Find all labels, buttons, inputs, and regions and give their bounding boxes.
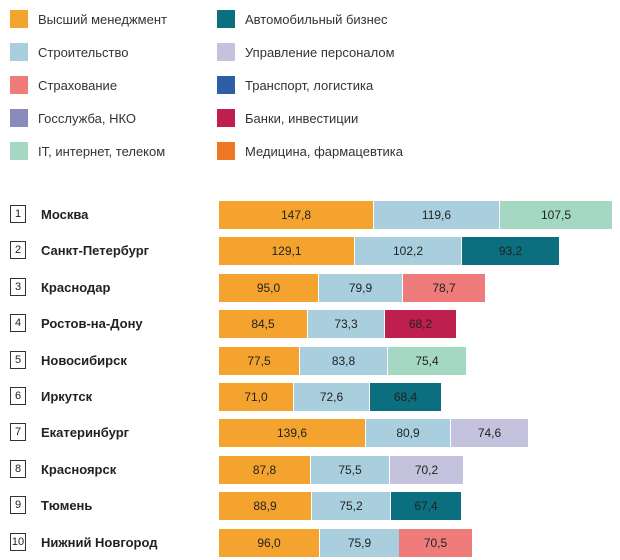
bar-row: 10 Нижний Новгород 96,0 75,9 70,5: [0, 529, 620, 557]
city-label: Ростов-на-Дону: [41, 316, 143, 331]
legend-label: Банки, инвестиции: [245, 110, 359, 126]
bar-segment: 68,2: [385, 310, 457, 338]
bar-segment: 79,9: [319, 274, 403, 302]
bar-row: 6 Иркутск 71,0 72,6 68,4: [0, 383, 620, 411]
rank-badge: 1: [10, 205, 26, 223]
legend: Высший менеджмент Строительство Страховани…: [0, 0, 620, 170]
bar-segment: 70,5: [399, 529, 473, 557]
rank-badge: 7: [10, 423, 26, 441]
bar-row: 1 Москва 147,8 119,6 107,5: [0, 201, 620, 229]
legend-swatch: [10, 76, 28, 94]
rank-badge: 8: [10, 460, 26, 478]
legend-label: Управление персоналом: [245, 44, 395, 60]
legend-label: Медицина, фармацевтика: [245, 143, 403, 159]
bar-row: 9 Тюмень 88,9 75,2 67,4: [0, 492, 620, 520]
city-label: Нижний Новгород: [41, 535, 158, 550]
rank-badge: 10: [10, 533, 26, 551]
bar-segment: 78,7: [403, 274, 486, 302]
bar-segment: 80,9: [366, 419, 451, 447]
bar-segment: 93,2: [462, 237, 560, 265]
city-label: Иркутск: [41, 389, 93, 404]
legend-label: Транспорт, логистика: [245, 77, 374, 93]
bar-segment: 67,4: [391, 492, 462, 520]
legend-swatch: [217, 10, 235, 28]
bar-segment: 119,6: [374, 201, 500, 229]
bar-segment: 68,4: [370, 383, 442, 411]
bar-segment: 72,6: [294, 383, 370, 411]
bar-row: 3 Краснодар 95,0 79,9 78,7: [0, 274, 620, 302]
legend-label: Госслужба, НКО: [38, 110, 137, 126]
city-label: Новосибирск: [41, 353, 127, 368]
rank-badge: 4: [10, 314, 26, 332]
city-label: Екатеринбург: [41, 425, 130, 440]
bar-segment: 75,5: [311, 456, 390, 484]
bar-row: 4 Ростов-на-Дону 84,5 73,3 68,2: [0, 310, 620, 338]
bar-segment: 147,8: [219, 201, 374, 229]
bar-segment: 70,2: [390, 456, 464, 484]
legend-swatch: [217, 142, 235, 160]
legend-label: Автомобильный бизнес: [245, 11, 388, 27]
bar-segment: 75,2: [312, 492, 391, 520]
city-label: Санкт-Петербург: [41, 243, 150, 258]
legend-swatch: [217, 43, 235, 61]
legend-swatch: [10, 109, 28, 127]
city-label: Краснодар: [41, 280, 111, 295]
legend-item: Банки, инвестиции: [217, 108, 358, 128]
bar-segment: 102,2: [355, 237, 462, 265]
bar-row: 7 Екатеринбург 139,6 80,9 74,6: [0, 419, 620, 447]
legend-item: IT, интернет, телеком: [10, 141, 165, 161]
bar-segment: 95,0: [219, 274, 319, 302]
city-label: Красноярск: [41, 462, 117, 477]
legend-label: IT, интернет, телеком: [38, 143, 166, 159]
bar-segment: 77,5: [219, 347, 300, 375]
bar-segment: 73,3: [308, 310, 385, 338]
bar-row: 8 Красноярск 87,8 75,5 70,2: [0, 456, 620, 484]
rank-badge: 6: [10, 387, 26, 405]
rank-badge: 3: [10, 278, 26, 296]
legend-item: Высший менеджмент: [10, 9, 167, 29]
legend-item: Страхование: [10, 75, 117, 95]
legend-label: Высший менеджмент: [38, 11, 167, 27]
legend-label: Строительство: [38, 44, 129, 60]
rank-badge: 2: [10, 241, 26, 259]
legend-item: Строительство: [10, 42, 128, 62]
bar-segment: 83,8: [300, 347, 388, 375]
bar-segment: 71,0: [219, 383, 294, 411]
legend-item: Управление персоналом: [217, 42, 395, 62]
city-label: Москва: [41, 207, 89, 222]
legend-swatch: [217, 76, 235, 94]
bar-row: 2 Санкт-Петербург 129,1 102,2 93,2: [0, 237, 620, 265]
bar-segment: 84,5: [219, 310, 308, 338]
bar-row: 5 Новосибирск 77,5 83,8 75,4: [0, 347, 620, 375]
bar-segment: 88,9: [219, 492, 312, 520]
bar-segment: 75,4: [388, 347, 467, 375]
legend-swatch: [10, 10, 28, 28]
legend-item: Транспорт, логистика: [217, 75, 373, 95]
bar-segment: 129,1: [219, 237, 355, 265]
legend-item: Госслужба, НКО: [10, 108, 136, 128]
city-label: Тюмень: [41, 498, 93, 513]
legend-item: Медицина, фармацевтика: [217, 141, 403, 161]
bar-segment: 87,8: [219, 456, 311, 484]
bar-segment: 74,6: [451, 419, 529, 447]
legend-item: Автомобильный бизнес: [217, 9, 388, 29]
legend-label: Страхование: [38, 77, 118, 93]
bar-segment: 96,0: [219, 529, 320, 557]
bar-segment: 75,9: [320, 529, 400, 557]
legend-swatch: [217, 109, 235, 127]
rank-badge: 9: [10, 496, 26, 514]
bar-segment: 107,5: [500, 201, 613, 229]
rank-badge: 5: [10, 351, 26, 369]
legend-swatch: [10, 43, 28, 61]
legend-swatch: [10, 142, 28, 160]
bar-segment: 139,6: [219, 419, 366, 447]
